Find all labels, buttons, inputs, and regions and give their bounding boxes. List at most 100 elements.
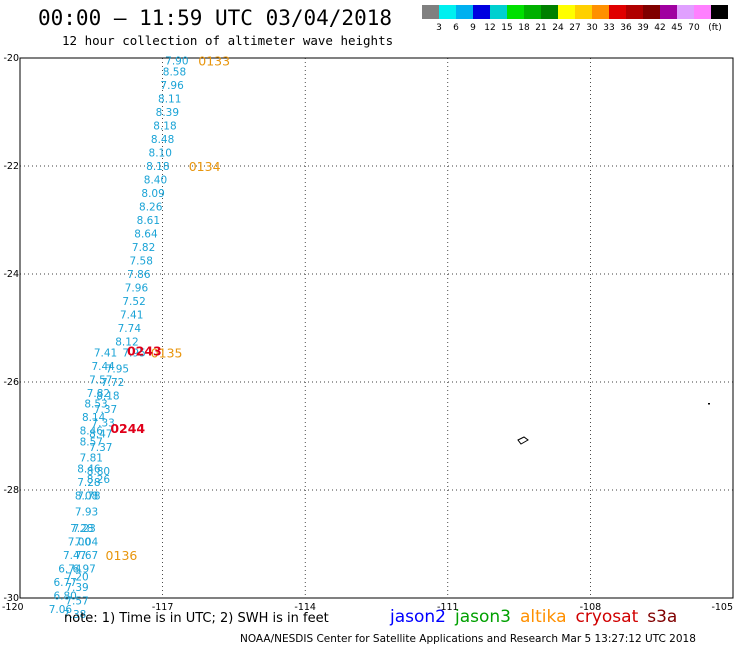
legend-cryosat: cryosat xyxy=(575,607,639,627)
wave-height-label: 7.90 xyxy=(165,56,188,68)
wave-height-label: 7.67 xyxy=(75,550,98,562)
wave-height-label: 6.74 xyxy=(58,563,82,575)
colorbar-label: 18 xyxy=(518,23,530,33)
pass-time-label: 0133 xyxy=(198,54,230,69)
colorbar-swatch xyxy=(711,5,728,19)
wave-height-label: 8.64 xyxy=(134,229,158,241)
wave-height-label: 8.58 xyxy=(163,67,186,79)
colorbar-label: 9 xyxy=(470,23,476,33)
lon-tick-label: -108 xyxy=(580,602,602,613)
wave-height-label: 7.37 xyxy=(89,442,112,454)
page-subtitle: 12 hour collection of altimeter wave hei… xyxy=(62,33,394,48)
colorbar-label: 42 xyxy=(654,23,666,33)
legend-jason3: jason3 xyxy=(455,607,511,627)
colorbar-swatch xyxy=(643,5,660,19)
wave-height-label: 7.58 xyxy=(130,256,153,268)
legend-altika: altika xyxy=(520,607,567,627)
colorbar-label: 30 xyxy=(586,23,598,33)
colorbar-swatch xyxy=(626,5,643,19)
lon-tick-label: -111 xyxy=(437,602,459,613)
map-grid xyxy=(20,58,733,598)
wave-height-label: 7.06 xyxy=(49,604,73,616)
wave-height-label: 8.53 xyxy=(84,399,107,411)
lat-tick-label: -20 xyxy=(3,53,19,64)
wave-height-label: 8.09 xyxy=(141,188,164,200)
wave-height-label: 7.78 xyxy=(77,490,100,502)
pass-time-label: 0134 xyxy=(189,159,221,174)
colorbar-label: (ft) xyxy=(708,23,722,33)
colorbar-swatch xyxy=(439,5,456,19)
wave-height-label: 8.80 xyxy=(87,466,110,478)
wave-height-label: 8.10 xyxy=(149,148,172,160)
island-shape xyxy=(517,436,529,445)
colorbar-swatch xyxy=(660,5,677,19)
wave-height-label: 6.77 xyxy=(53,577,76,589)
colorbar-label: 6 xyxy=(453,23,459,33)
colorbar-swatch xyxy=(524,5,541,19)
lat-tick-label: -22 xyxy=(3,161,19,172)
lon-tick-label: -117 xyxy=(152,602,174,613)
credit-line: NOAA/NESDIS Center for Satellite Applica… xyxy=(240,633,696,645)
colorbar-label: 33 xyxy=(603,23,615,33)
wave-height-label: 8.26 xyxy=(139,202,163,214)
wave-height-label: 7.20 xyxy=(65,571,88,583)
wave-height-label: 7.96 xyxy=(160,80,184,92)
colorbar-label: 39 xyxy=(637,23,649,33)
wave-height-label: 7.44 xyxy=(91,361,115,373)
wave-height-label: 8.46 xyxy=(80,426,104,438)
wave-height-label: 7.86 xyxy=(127,269,151,281)
wave-height-label: 7.28 xyxy=(77,477,100,489)
wave-height-label: 8.12 xyxy=(115,337,138,349)
wave-height-label: 7.37 xyxy=(94,404,117,416)
wave-height-label: 7.96 xyxy=(125,283,149,295)
wave-height-label: 6.80 xyxy=(53,590,76,602)
wave-height-label: 8.18 xyxy=(96,391,119,403)
wave-height-label: 8.48 xyxy=(151,134,174,146)
colorbar-label: 70 xyxy=(688,23,700,33)
lon-tick-label: -105 xyxy=(711,602,733,613)
lat-tick-label: -26 xyxy=(3,377,19,388)
wave-height-label: 7.57 xyxy=(89,374,112,386)
colorbar-swatch xyxy=(456,5,473,19)
pass-time-label: 0244 xyxy=(110,421,145,436)
wave-height-label: 8.26 xyxy=(87,474,111,486)
colorbar-label: 45 xyxy=(671,23,683,33)
wave-height-label: 7.74 xyxy=(118,323,142,335)
satellite-legend: jason2 jason3 altika cryosat s3a xyxy=(390,607,686,627)
legend-jason2: jason2 xyxy=(390,607,446,627)
wave-height-label: 7.04 xyxy=(75,536,99,548)
wave-height-label: 7.47 xyxy=(63,550,86,562)
colorbar-swatch xyxy=(592,5,609,19)
pass-time-label: 0135 xyxy=(151,345,183,360)
wave-height-label: 7.82 xyxy=(132,242,155,254)
islet-dot xyxy=(708,403,710,405)
wave-height-label: 7.72 xyxy=(101,377,124,389)
wave-height-label: 7.23 xyxy=(72,523,95,535)
colorbar-label: 15 xyxy=(501,23,513,33)
colorbar-label: 36 xyxy=(620,23,632,33)
colorbar-swatch xyxy=(422,5,439,19)
wave-height-label: 7.33 xyxy=(91,418,114,430)
colorbar-label: 12 xyxy=(484,23,496,33)
lat-tick-label: -30 xyxy=(3,593,19,604)
wave-height-label: 8.18 xyxy=(153,121,176,133)
wave-height-label: 8.39 xyxy=(156,107,179,119)
wave-height-label: 8.14 xyxy=(82,412,106,424)
wave-height-label: 8.40 xyxy=(144,175,167,187)
colorbar-swatch xyxy=(507,5,524,19)
wave-height-label: 8.46 xyxy=(77,463,101,475)
wave-height-label: 7.41 xyxy=(120,310,143,322)
colorbar-swatch xyxy=(609,5,626,19)
colorbar-swatch xyxy=(694,5,711,19)
colorbar-swatch xyxy=(558,5,575,19)
colorbar-swatch xyxy=(677,5,694,19)
lon-tick-label: -114 xyxy=(294,602,316,613)
wave-height-label: 6.97 xyxy=(72,563,95,575)
wave-height-label: 7.82 xyxy=(87,388,110,400)
colorbar-label: 3 xyxy=(436,23,442,33)
wave-height-label: 7.81 xyxy=(80,453,103,465)
wave-height-label: 8.57 xyxy=(80,436,103,448)
map-frame xyxy=(19,57,734,599)
